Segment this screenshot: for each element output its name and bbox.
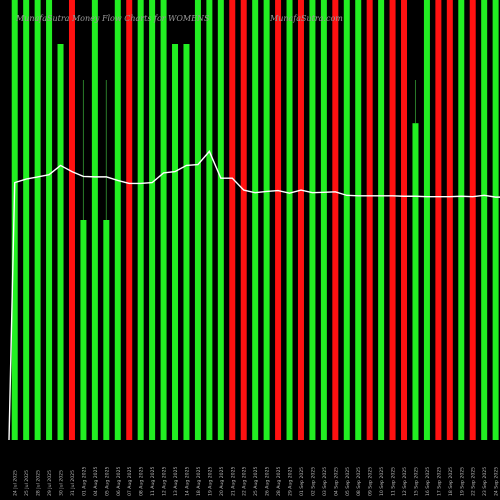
money-flow-bar [332,0,339,440]
money-flow-bar [57,44,64,440]
money-flow-bar [469,0,476,440]
money-flow-bar [160,0,167,440]
money-flow-bar [481,0,488,440]
x-tick-label: 23 Sep 2025 [482,467,488,496]
x-tick-label: 14 Aug 2025 [184,466,190,496]
money-flow-bar [23,0,30,440]
money-flow-bar [68,0,75,440]
money-flow-bar [378,0,385,440]
money-flow-bar [343,0,350,440]
x-tick-label: 12 Sep 2025 [402,467,408,496]
money-flow-bar [114,0,121,440]
x-tick-label: 19 Aug 2025 [207,466,213,496]
money-flow-bar [435,0,442,440]
money-flow-bar [46,0,53,440]
x-tick-label: 11 Aug 2025 [150,466,156,496]
x-tick-label: 02 Sep 2025 [310,467,316,496]
x-tick-label: 15 Sep 2025 [413,467,419,496]
money-flow-bar [286,0,293,440]
x-tick-label: 03 Sep 2025 [322,467,328,496]
x-tick-label: 22 Sep 2025 [471,467,477,496]
x-tick-label: 04 Aug 2025 [93,466,99,496]
money-flow-bar [103,220,110,440]
x-tick-label: 12 Aug 2025 [162,466,168,496]
money-flow-bar [355,0,362,440]
money-flow-bar [217,0,224,440]
x-tick-label: 07 Aug 2025 [127,466,133,496]
x-tick-label: 04 Sep 2025 [333,467,339,496]
money-flow-bar [11,0,18,440]
money-flow-bar [206,0,213,440]
money-flow-bar [492,0,499,440]
x-tick-label: 08 Aug 2025 [139,466,145,496]
money-flow-bar [263,0,270,440]
x-tick-label: 20 Aug 2025 [219,466,225,496]
x-tick-label: 05 Sep 2025 [345,467,351,496]
money-flow-bar [183,44,190,440]
money-flow-bar [446,0,453,440]
x-tick-label: 29 Jul 2025 [47,470,53,496]
x-tick-label: 13 Aug 2025 [173,466,179,496]
x-tick-label: 26 Aug 2025 [265,466,271,496]
money-flow-bar [412,123,419,440]
x-tick-label: 18 Sep 2025 [448,467,454,496]
x-tick-label: 30 Jul 2025 [59,470,65,496]
money-flow-bar [137,0,144,440]
x-tick-label: 21 Aug 2025 [230,466,236,496]
money-flow-bar [320,0,327,440]
money-flow-bar [366,0,373,440]
money-flow-bar [91,0,98,440]
x-tick-label: 08 Sep 2025 [356,467,362,496]
x-tick-label: 01 Aug 2025 [81,466,87,496]
money-flow-bar [458,0,465,440]
x-tick-label: 09 Sep 2025 [368,467,374,496]
x-tick-label: 16 Sep 2025 [425,467,431,496]
site-name: MunafaSutra.com [270,14,343,23]
money-flow-bar [275,0,282,440]
x-tick-label: 19 Sep 2025 [459,467,465,496]
x-tick-label: 22 Aug 2025 [242,466,248,496]
money-flow-bar [240,0,247,440]
money-flow-bar [309,0,316,440]
x-tick-label: 05 Aug 2025 [104,466,110,496]
money-flow-bar [252,0,259,440]
x-tick-label: 28 Aug 2025 [276,466,282,496]
x-tick-label: 28 Jul 2025 [36,470,42,496]
x-tick-label: 31 Jul 2025 [70,470,76,496]
x-tick-label: 29 Aug 2025 [288,466,294,496]
x-tick-label: 10 Sep 2025 [379,467,385,496]
money-flow-bar [229,0,236,440]
x-axis-labels: 24 Jul 2025 25 Jul 2025 28 Jul 2025 29 Jul … [13,466,500,496]
money-flow-bar [149,0,156,440]
bar-series [11,0,499,440]
money-flow-bar [172,44,179,440]
money-flow-line [8,150,500,441]
money-flow-bar [389,0,396,440]
x-tick-label: 17 Sep 2025 [436,467,442,496]
money-flow-bar [423,0,430,440]
money-flow-bar [297,0,304,440]
x-tick-label: 18 Aug 2025 [196,466,202,496]
chart-title: MunafaSutra Money Flow Charts for WOMENS [16,14,210,23]
money-flow-bar [34,0,41,440]
x-tick-label: 25 Jul 2025 [24,470,30,496]
x-tick-label: 11 Sep 2025 [391,467,397,496]
money-flow-bar [80,220,87,440]
x-tick-label: 25 Aug 2025 [253,466,259,496]
money-flow-bar [126,0,133,440]
money-flow-bar [194,0,201,440]
x-tick-label: 24 Jul 2025 [13,470,19,496]
x-tick-label: 06 Aug 2025 [116,466,122,496]
money-flow-bar [401,0,408,440]
x-tick-label: 24 Sep 2025 [494,467,500,496]
x-tick-label: 01 Sep 2025 [299,467,305,496]
